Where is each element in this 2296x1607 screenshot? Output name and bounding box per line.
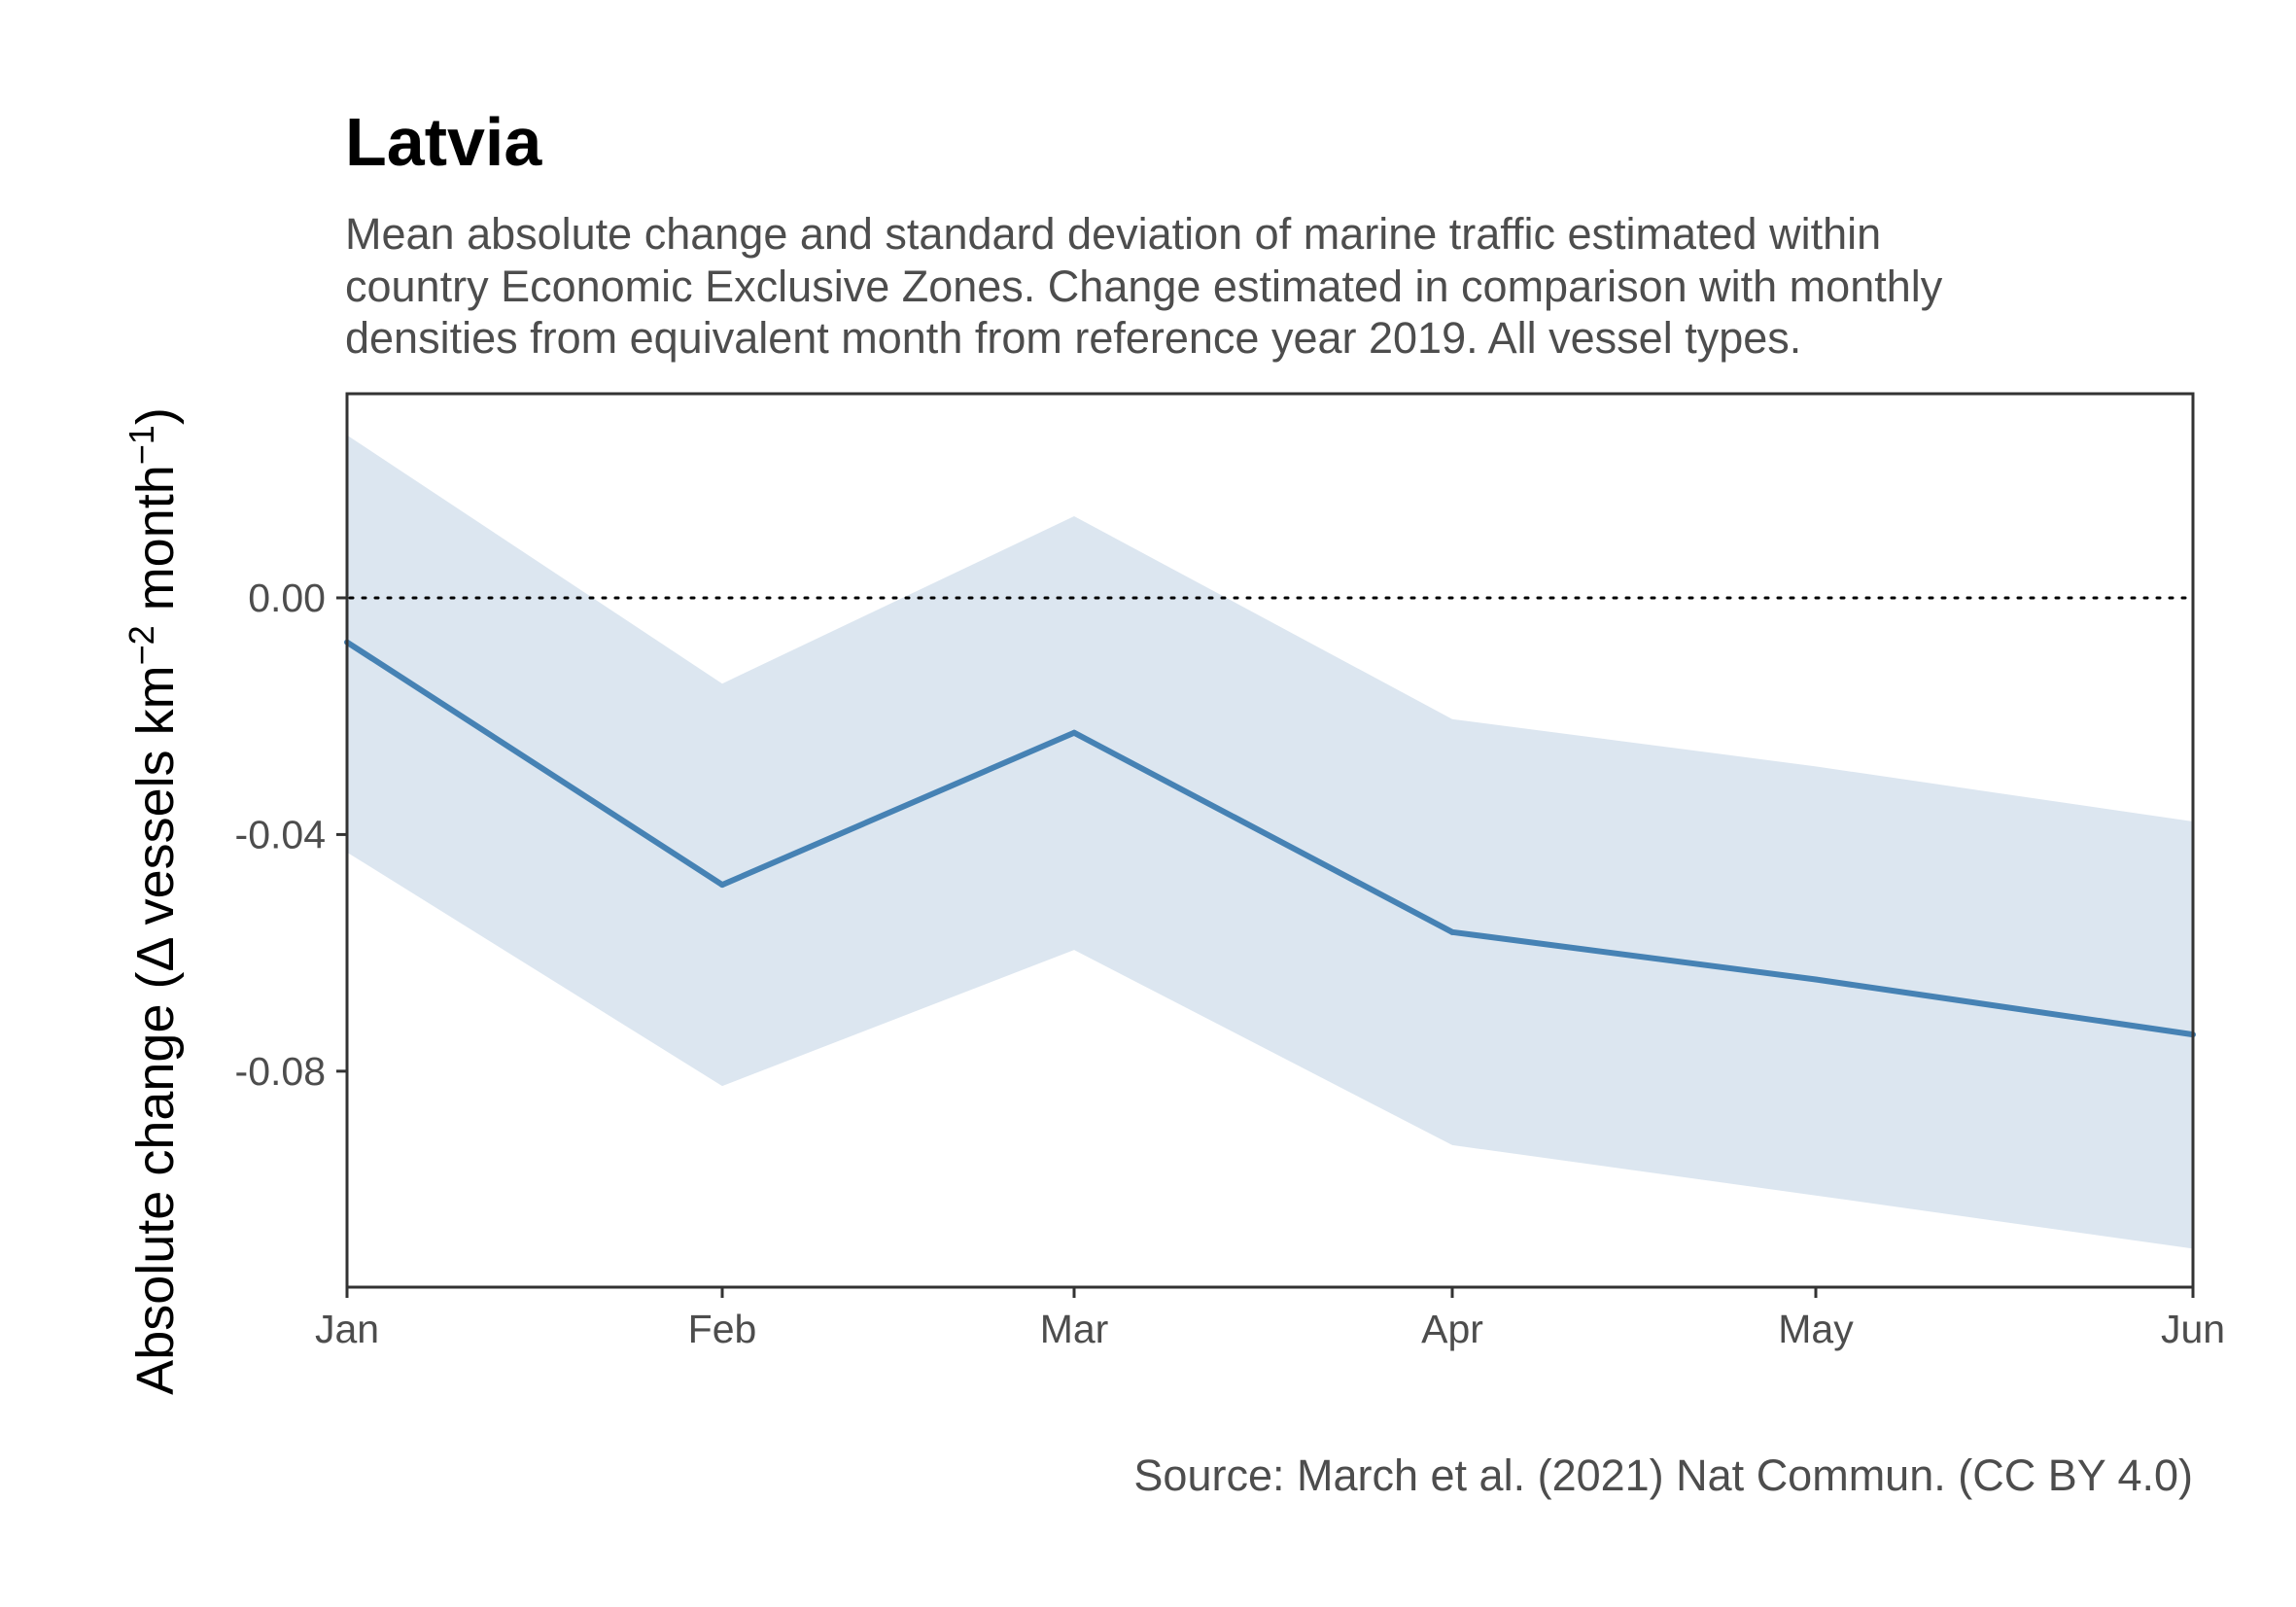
mean-change-line [345, 640, 2194, 1038]
y-axis-label-suffix: ) [126, 407, 185, 425]
y-axis-label-prefix: Absolute change ( [126, 971, 185, 1394]
mean-point-may [1813, 976, 1819, 983]
chart-subtitle-line-1: Mean absolute change and standard deviat… [345, 209, 1881, 259]
y-axis-label-month: month [126, 465, 185, 625]
y-axis-label: Absolute change (Δ vessels km−2 month−1) [122, 407, 185, 1395]
x-axis: Jan Feb Mar Apr May Jun [315, 1287, 2225, 1351]
y-axis: 0.00 -0.04 -0.08 [235, 576, 347, 1094]
x-tick-label: Apr [1421, 1307, 1483, 1351]
y-tick-label: 0.00 [248, 576, 326, 620]
plot-panel-border [345, 392, 2195, 1289]
mean-point-feb [719, 882, 725, 889]
chart-title: Latvia [345, 104, 542, 180]
y-axis-label-delta: Δ [126, 938, 185, 972]
sd-ribbon [347, 435, 2193, 1249]
y-tick-label: -0.04 [235, 812, 326, 856]
x-tick-label: Feb [688, 1307, 757, 1351]
chart-subtitle-line-3: densities from equivalent month from ref… [345, 313, 1801, 363]
x-tick-label: Jan [315, 1307, 379, 1351]
chart-subtitle-line-2: country Economic Exclusive Zones. Change… [345, 262, 1943, 311]
y-tick-label: -0.08 [235, 1049, 326, 1094]
mean-point-apr [1449, 928, 1455, 935]
y-axis-label-unit: vessels km [126, 665, 185, 939]
x-tick-label: May [1778, 1307, 1854, 1351]
chart-caption: Source: March et al. (2021) Nat Commun. … [1133, 1450, 2193, 1500]
y-axis-label-exponent-1: −2 [122, 625, 161, 665]
y-axis-label-exponent-2: −1 [122, 425, 161, 465]
mean-point-mar [1071, 729, 1077, 736]
x-tick-label: Mar [1040, 1307, 1109, 1351]
x-tick-label: Jun [2161, 1307, 2225, 1351]
